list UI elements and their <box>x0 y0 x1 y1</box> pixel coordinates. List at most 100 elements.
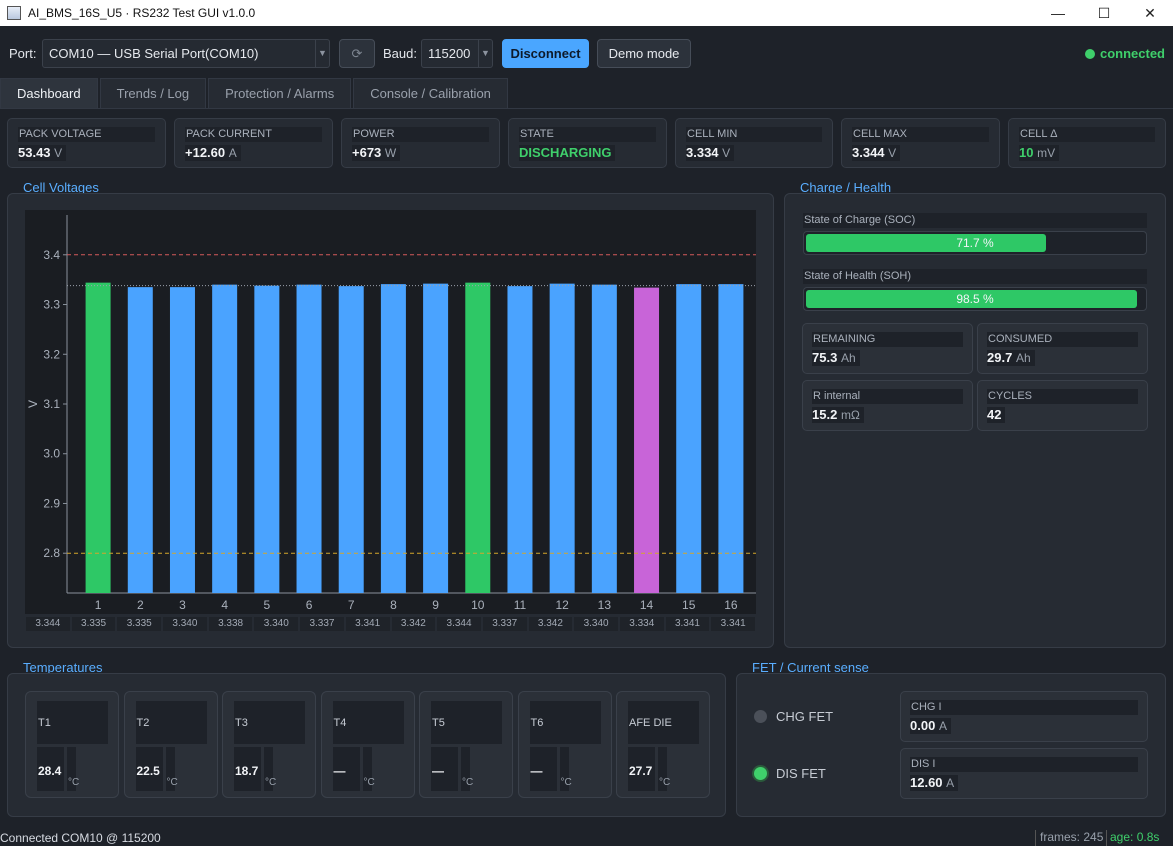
temperature-value: — <box>431 747 458 791</box>
cell-bar <box>718 284 744 593</box>
tab-trends-log[interactable]: Trends / Log <box>99 78 207 108</box>
x-tick-label: 10 <box>471 598 485 612</box>
dis-fet-led-icon <box>754 767 767 780</box>
card-caption: REMAINING <box>812 332 963 347</box>
stat-card-power: POWER +673 W <box>341 118 500 168</box>
window-title: AI_BMS_16S_U5 · RS232 Test GUI v1.0.0 <box>28 6 256 20</box>
cell-voltage-readout: 3.335 <box>117 617 162 631</box>
port-select[interactable]: COM10 — USB Serial Port(COM10) ▼ <box>42 39 330 68</box>
stat-card-cell-min: CELL MIN 3.334 V <box>675 118 833 168</box>
x-tick-label: 5 <box>264 598 271 612</box>
tab-dashboard[interactable]: Dashboard <box>0 78 98 108</box>
remaining-card: REMAINING 75.3 Ah <box>802 323 973 374</box>
cell-bar <box>212 284 238 593</box>
temperature-value: 27.7 <box>628 747 655 791</box>
x-tick-label: 12 <box>555 598 569 612</box>
soc-value-text: 71.7 % <box>956 236 994 250</box>
cycles-card: CYCLES 42 <box>977 380 1148 431</box>
cell-voltage-readout: 3.340 <box>574 617 618 631</box>
soh-progress-bar: 98.5 % <box>803 287 1147 311</box>
maximize-button[interactable]: ☐ <box>1097 4 1111 21</box>
cell-bar <box>338 286 364 593</box>
state-value: DISCHARGING <box>519 145 616 161</box>
cell-voltage-readout: 3.341 <box>711 617 755 631</box>
card-value: 75.3 Ah <box>812 350 860 366</box>
y-axis-label: V <box>26 400 40 408</box>
soh-label: State of Health (SOH) <box>803 269 1147 284</box>
temperature-unit: °C <box>363 777 375 788</box>
cell-voltage-chart-svg: 2.82.93.03.13.23.33.4V1 2 3 4 5 6 7 8 9 10 11 12 13 1… <box>26 215 756 612</box>
cell-bar <box>423 283 449 593</box>
cell-bar <box>127 287 153 593</box>
cell-voltage-readout: 3.334 <box>619 617 664 631</box>
tabs-divider <box>0 108 1173 109</box>
x-tick-label: 13 <box>598 598 612 612</box>
card-value: 12.60 A <box>910 775 959 791</box>
temperature-value: — <box>332 747 360 791</box>
stat-card-pack-voltage: PACK VOLTAGE 53.43 V <box>7 118 166 168</box>
title-bar: AI_BMS_16S_U5 · RS232 Test GUI v1.0.0 — … <box>0 0 1173 26</box>
stat-value: 3.334 V <box>686 145 735 161</box>
disconnect-button[interactable]: Disconnect <box>502 39 589 68</box>
temperature-card: T3 18.7 °C <box>222 691 316 798</box>
chevron-down-icon: ▼ <box>478 40 492 67</box>
temperature-unit-box <box>264 747 273 791</box>
x-tick-label: 9 <box>432 598 439 612</box>
connection-status: connected <box>1084 46 1165 61</box>
data-age: age: 0.8s <box>1106 830 1159 846</box>
temperature-unit-box <box>362 747 372 791</box>
connection-toolbar: Port: COM10 — USB Serial Port(COM10) ▼ ⟳… <box>0 34 1173 72</box>
tab-protection-alarms[interactable]: Protection / Alarms <box>208 78 352 108</box>
cell-bar <box>169 287 195 593</box>
x-tick-label: 7 <box>348 598 355 612</box>
temperature-card: T2 22.5 °C <box>123 691 218 798</box>
cell-voltage-readout: 3.337 <box>482 617 527 631</box>
minimize-button[interactable]: — <box>1051 5 1065 21</box>
section-title-charge-health: Charge / Health <box>800 180 892 195</box>
temperature-label: T5 <box>431 701 502 744</box>
cell-bar <box>676 284 702 593</box>
cell-bar <box>254 285 280 593</box>
temperature-unit-box <box>67 747 76 791</box>
cell-bar <box>296 284 322 593</box>
cell-voltage-readout: 3.338 <box>208 617 253 631</box>
card-caption: CYCLES <box>987 389 1138 404</box>
x-tick-label: 2 <box>137 598 144 612</box>
demo-mode-button[interactable]: Demo mode <box>597 39 691 68</box>
card-caption: CHG I <box>910 700 1138 715</box>
stat-caption: CELL Δ <box>1019 127 1155 142</box>
temperature-unit: °C <box>68 777 80 788</box>
stat-caption: POWER <box>352 127 489 142</box>
status-dot-icon <box>1084 48 1095 59</box>
card-value: 15.2 mΩ <box>812 407 864 423</box>
temperature-label: T3 <box>234 701 305 744</box>
cell-voltage-chart: 2.8 2.9 3.0 3.1 3.2 3.3 3.4 V 1 2 3 4 5 6 7 8 9 10 11 12 13 1… <box>25 210 756 614</box>
cell-voltage-readout: 3.344 <box>26 617 70 631</box>
refresh-ports-button[interactable]: ⟳ <box>339 39 375 68</box>
temperature-label: T2 <box>135 701 207 744</box>
card-caption: CONSUMED <box>987 332 1138 347</box>
stat-value: 3.344 V <box>852 145 901 161</box>
cell-voltage-readout: 3.337 <box>300 617 344 631</box>
close-button[interactable]: ✕ <box>1144 4 1156 21</box>
stat-card-pack-current: PACK CURRENT +12.60 A <box>174 118 333 168</box>
chg-fet-led-icon <box>754 710 767 723</box>
cell-bar <box>591 284 617 593</box>
x-tick-label: 15 <box>682 598 696 612</box>
x-tick-label: 6 <box>306 598 313 612</box>
card-caption: R internal <box>812 389 963 404</box>
baud-select-value: 115200 <box>428 46 471 61</box>
y-tick-label: 3.1 <box>43 397 60 411</box>
temperature-card: T5— °C <box>419 691 513 798</box>
card-value: 0.00 A <box>910 718 951 734</box>
tab-console-calibration[interactable]: Console / Calibration <box>353 78 508 108</box>
stat-caption: PACK CURRENT <box>185 127 322 142</box>
y-tick-label: 2.9 <box>43 496 60 510</box>
baud-select[interactable]: 115200 ▼ <box>421 39 493 68</box>
dis-fet-indicator: DIS FET <box>754 766 826 781</box>
stat-caption: CELL MAX <box>852 127 989 142</box>
x-tick-label: 11 <box>514 598 527 612</box>
chg-fet-indicator: CHG FET <box>754 709 833 724</box>
port-label: Port: <box>9 46 37 61</box>
section-title-cell-voltages: Cell Voltages <box>23 180 99 195</box>
